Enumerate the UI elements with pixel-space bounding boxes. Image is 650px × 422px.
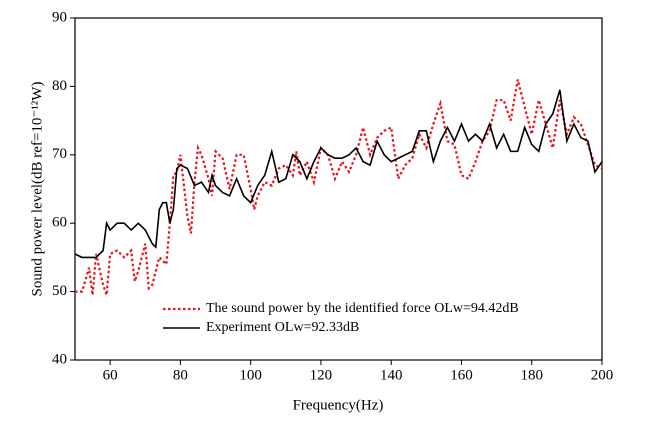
legend-label: The sound power by the identified force … <box>206 301 519 316</box>
y-tick-label: 40 <box>52 351 67 367</box>
y-tick-label: 80 <box>52 78 67 94</box>
y-tick-label: 50 <box>52 283 67 299</box>
y-tick-label: 70 <box>52 146 67 162</box>
x-tick-label: 160 <box>450 367 473 383</box>
plot-frame <box>74 17 603 361</box>
x-axis-label: Frequency(Hz) <box>293 397 384 413</box>
x-tick-label: 80 <box>173 367 188 383</box>
x-tick-label: 120 <box>310 367 333 383</box>
legend-label: Experiment OLw=92.33dB <box>206 320 359 335</box>
x-tick-label: 140 <box>380 367 403 383</box>
x-tick-label: 100 <box>239 367 262 383</box>
x-tick-label: 180 <box>520 367 543 383</box>
y-axis-label: Sound power level(dB ref=10⁻¹²W) <box>29 82 45 297</box>
y-tick-label: 60 <box>52 215 67 231</box>
series-line <box>75 79 603 296</box>
x-tick-label: 200 <box>591 367 614 383</box>
x-tick-label: 60 <box>103 367 118 383</box>
y-tick-label: 90 <box>52 9 67 25</box>
series-line <box>74 89 603 259</box>
